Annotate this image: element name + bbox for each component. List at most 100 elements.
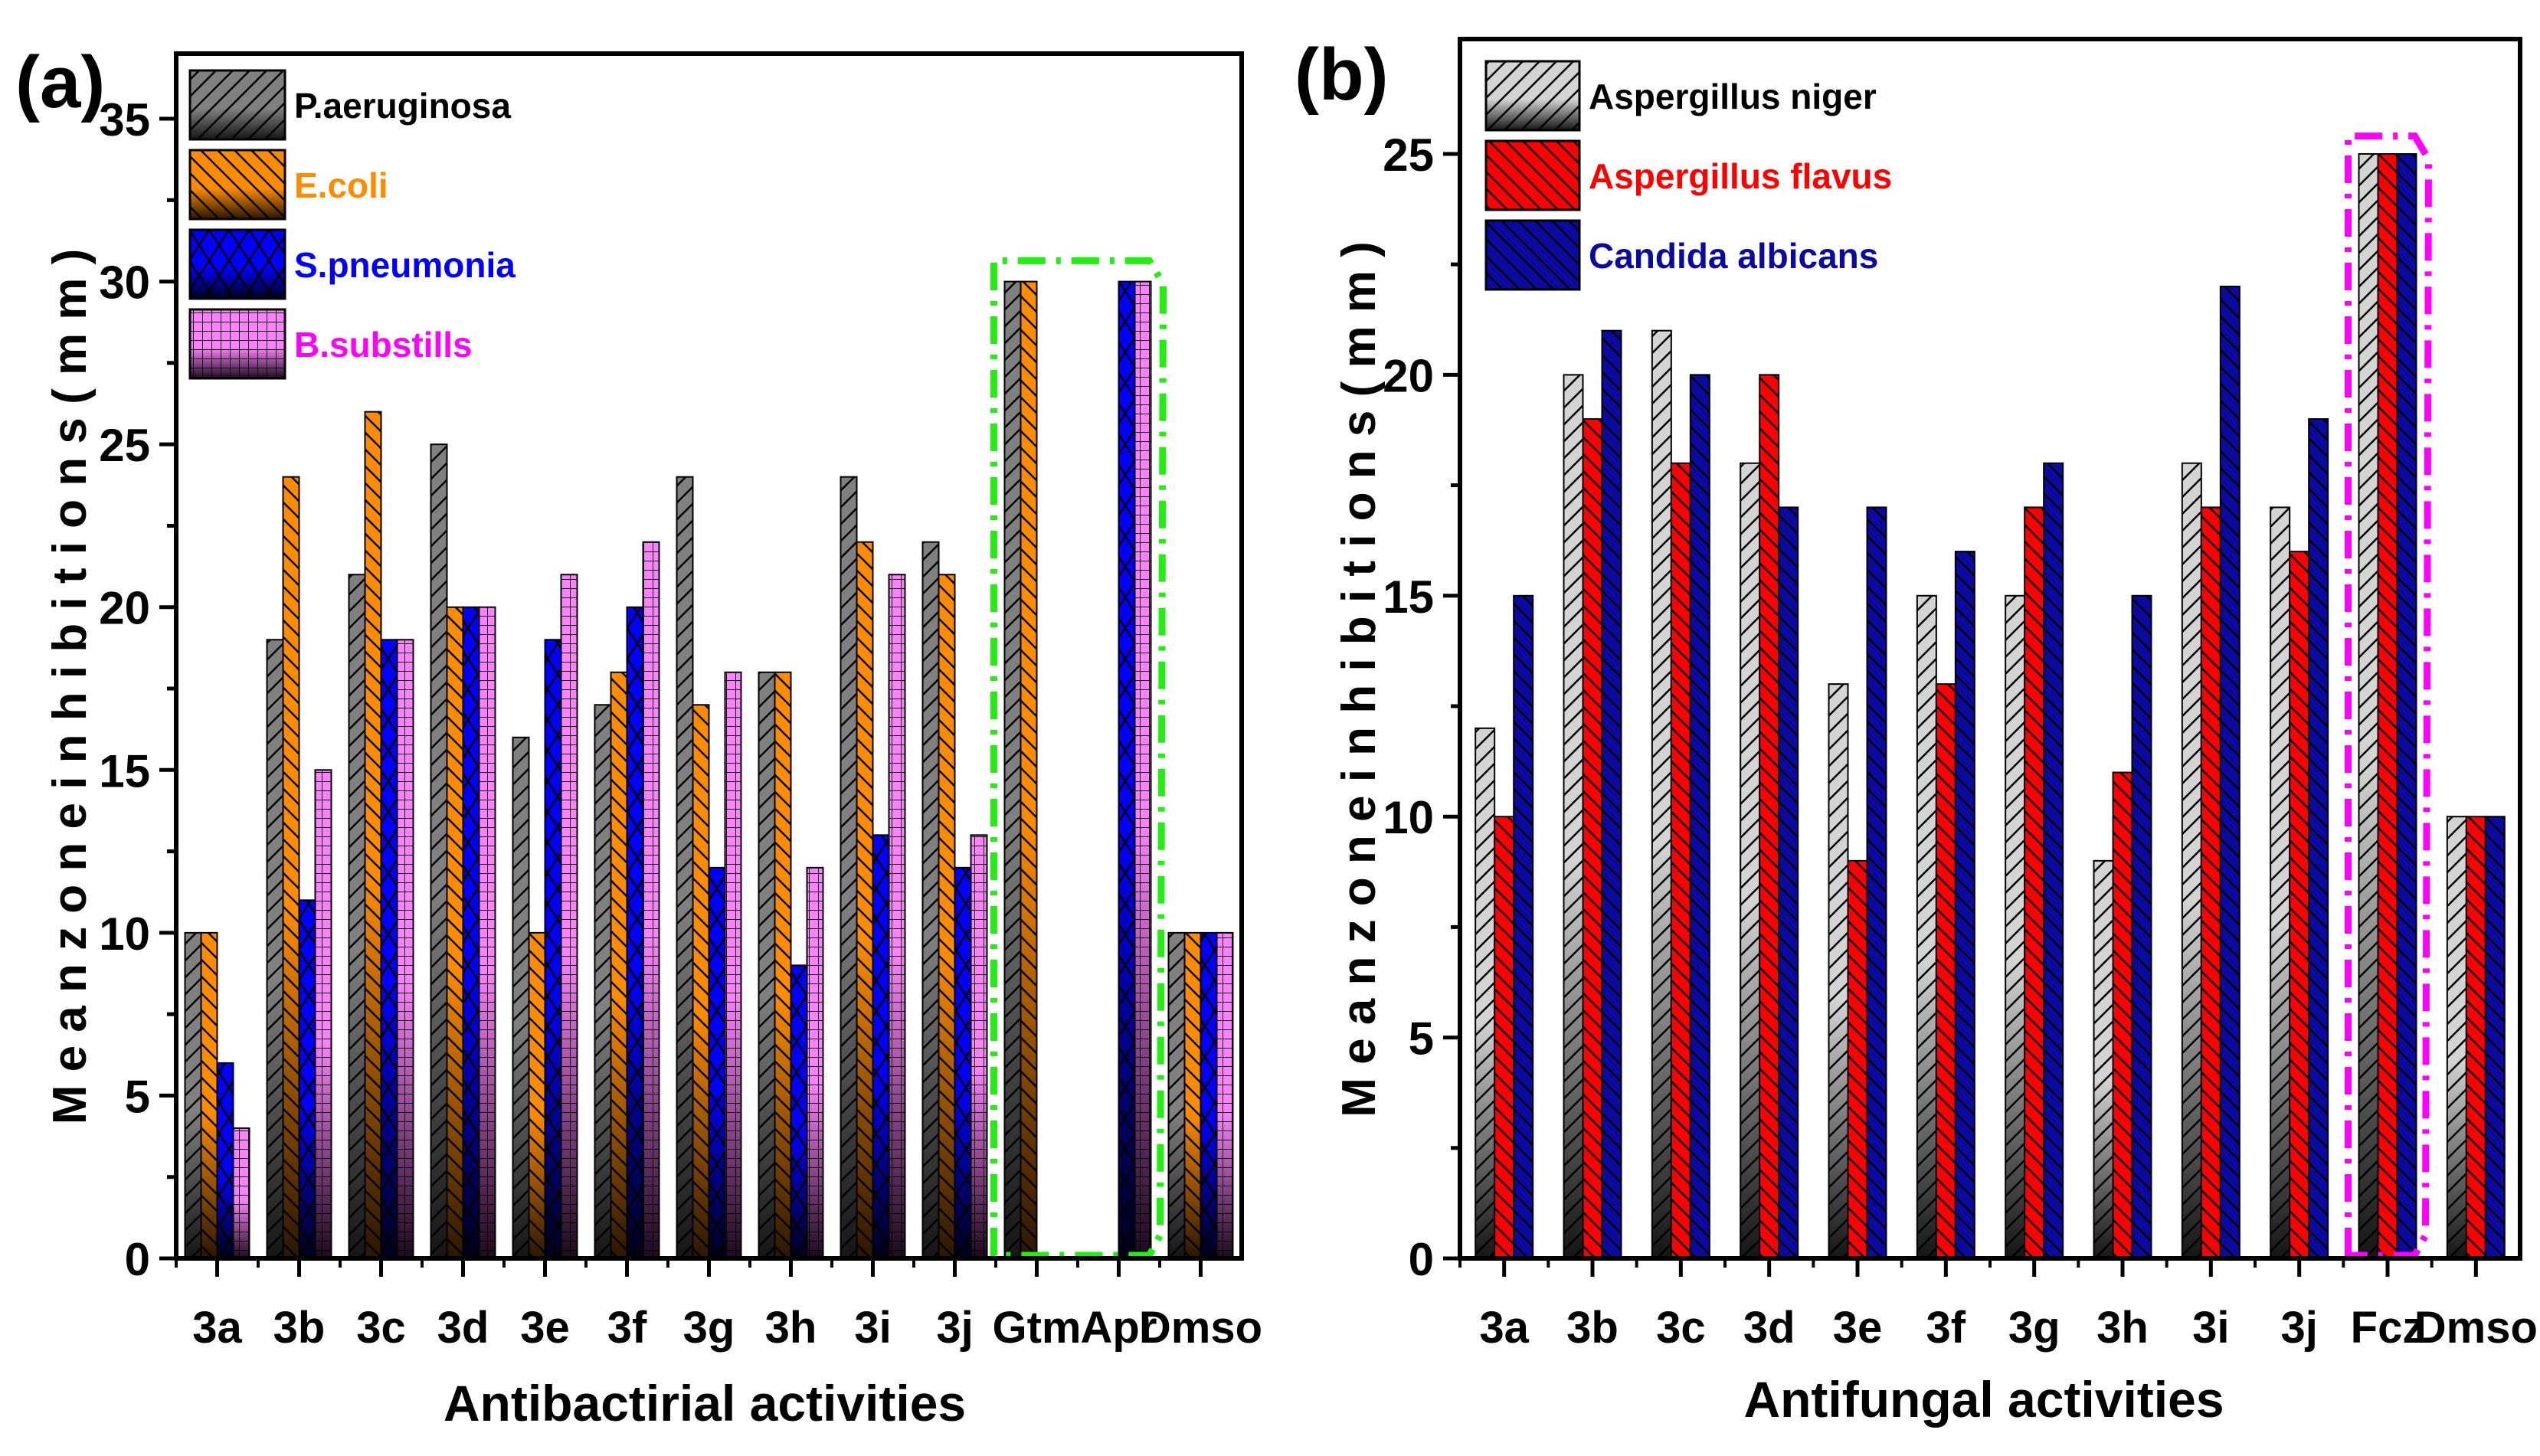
bar-hatch	[478, 606, 496, 1259]
bar-candida-albicans-3g	[2043, 462, 2064, 1259]
bar-aspergillus-flavus-3j	[2289, 551, 2310, 1259]
legend-swatch	[1484, 219, 1581, 291]
bar-aspergillus-niger-3h	[2093, 859, 2114, 1259]
bar-candida-albicans-3f	[1954, 551, 1975, 1259]
x-tick-label: 3g	[2008, 1303, 2060, 1353]
bar-e-coli-dmso	[1183, 931, 1202, 1259]
bar-s-pneumonia-3e	[544, 639, 562, 1259]
bar-s-pneumonia-3b	[298, 899, 316, 1259]
bar-hatch	[1563, 374, 1584, 1259]
legend-label: Aspergillus flavus	[1589, 156, 1892, 196]
bar-s-pneumonia-3d	[462, 606, 480, 1259]
bar-e-coli-3d	[446, 606, 464, 1259]
highlight-box	[2345, 133, 2433, 1259]
y-axis-title: M e a n z o n e i n h i b i t i o n s ( …	[44, 249, 97, 1125]
bar-aspergillus-niger-fcz	[2358, 152, 2379, 1259]
y-tick-label: 15	[1383, 571, 1434, 623]
bar-hatch	[1020, 280, 1038, 1259]
antifungal-chart: (b) 0 5 10 15 20 25 3a 3b 3c 3d 3e 3f 3g 3h 3i 3j FczDmso…	[1295, 34, 2538, 1428]
bar-hatch	[1847, 859, 1868, 1259]
bar-hatch	[921, 541, 940, 1259]
bar-aspergillus-niger-3d	[1740, 462, 1761, 1259]
bar-hatch	[1759, 374, 1780, 1259]
bar-b-substills-3c	[396, 639, 414, 1259]
bar-hatch	[1003, 280, 1022, 1259]
bar-e-coli-3h	[774, 671, 792, 1259]
bar-hatch	[790, 964, 808, 1260]
bar-hatch	[2043, 462, 2064, 1259]
bar-hatch	[1935, 683, 1956, 1259]
bar-hatch	[512, 736, 530, 1259]
x-axis-title: Antibactirial activities	[444, 1375, 966, 1431]
bar-hatch	[266, 639, 284, 1259]
y-tick-label: 5	[125, 1071, 150, 1122]
bar-aspergillus-niger-3g	[2005, 594, 2026, 1259]
bar-hatch	[1200, 931, 1218, 1259]
bar-p-aeruginosa-3i	[840, 476, 858, 1259]
x-tick-label: Fcz	[2351, 1303, 2425, 1353]
bar-hatch	[2465, 816, 2486, 1259]
legend-item-candida-albicans: Candida albicans	[1484, 219, 1878, 291]
bar-hatch	[348, 574, 366, 1259]
bar-hatch	[2024, 506, 2045, 1259]
bar-hatch	[2308, 418, 2329, 1259]
x-tick-label: 3a	[192, 1303, 242, 1353]
legend-swatch	[188, 69, 286, 141]
antibacterial-chart: (a) 0 5 10 15 20 25 30 35 3a 3b 3c 3d 3e 3f 3g 3h 3i 3j Gtm…	[15, 41, 1262, 1431]
x-tick-label: 3b	[1566, 1303, 1619, 1353]
legend-item-b-substills: B.substills	[188, 308, 473, 380]
x-tick-label: 3i	[2192, 1303, 2229, 1353]
bar-hatch	[1582, 418, 1603, 1259]
bar-hatch	[544, 639, 562, 1259]
bar-hatch	[2289, 551, 2310, 1259]
bar-candida-albicans-fcz	[2396, 152, 2417, 1259]
bar-p-aeruginosa-3e	[512, 736, 530, 1259]
bar-hatch	[1740, 462, 1761, 1259]
y-tick-label: 0	[125, 1234, 150, 1285]
legend-item-p-aeruginosa: P.aeruginosa	[188, 69, 511, 141]
bar-e-coli-3c	[364, 411, 382, 1259]
bar-hatch	[724, 671, 742, 1259]
bar-aspergillus-niger-3f	[1916, 594, 1937, 1259]
bar-b-substills-3j	[970, 834, 988, 1259]
bar-candida-albicans-3c	[1689, 374, 1710, 1259]
bar-hatch	[2396, 152, 2417, 1259]
bar-e-coli-3i	[856, 541, 874, 1259]
bar-hatch	[364, 411, 382, 1259]
legend-label: P.aeruginosa	[294, 86, 511, 126]
bar-hatch	[1134, 280, 1152, 1259]
x-tick-label: Dmso	[1139, 1303, 1262, 1353]
bar-hatch	[2377, 152, 2398, 1259]
x-tick-label: Gtm	[993, 1303, 1082, 1353]
bar-p-aeruginosa-3c	[348, 574, 366, 1259]
x-tick-label: 3e	[1833, 1303, 1883, 1353]
bar-aspergillus-flavus-fcz	[2377, 152, 2398, 1259]
y-tick-label: 10	[1383, 792, 1434, 843]
bar-e-coli-3b	[282, 476, 300, 1259]
bar-hatch	[774, 671, 792, 1259]
bar-p-aeruginosa-gtm	[1003, 280, 1022, 1259]
bar-hatch	[200, 931, 218, 1259]
bar-e-coli-3j	[938, 574, 956, 1259]
legend-swatch	[188, 228, 286, 300]
bar-aspergillus-flavus-3c	[1670, 462, 1691, 1259]
y-tick-label: 30	[99, 257, 150, 309]
bar-s-pneumonia-3j	[954, 866, 972, 1260]
bar-hatch	[1778, 506, 1799, 1259]
legend-label: Aspergillus niger	[1589, 77, 1877, 116]
x-tick-label: 3h	[765, 1303, 817, 1353]
bar-hatch	[692, 704, 710, 1259]
panel-label: (b)	[1295, 34, 1389, 116]
x-axis-title: Antifungal activities	[1743, 1371, 2224, 1428]
legend-item-aspergillus-niger: Aspergillus niger	[1484, 60, 1877, 132]
bar-aspergillus-niger-3e	[1828, 683, 1849, 1259]
y-tick-label: 25	[1383, 129, 1434, 181]
bar-hatch	[1475, 727, 1496, 1259]
bar-hatch	[2484, 816, 2506, 1259]
x-tick-label: 3j	[936, 1303, 973, 1353]
bar-hatch	[2131, 594, 2152, 1259]
legend-swatch	[188, 308, 286, 380]
x-tick-label: 3d	[437, 1303, 489, 1353]
bar-aspergillus-niger-3c	[1651, 329, 1672, 1259]
bar-hatch	[184, 931, 202, 1259]
